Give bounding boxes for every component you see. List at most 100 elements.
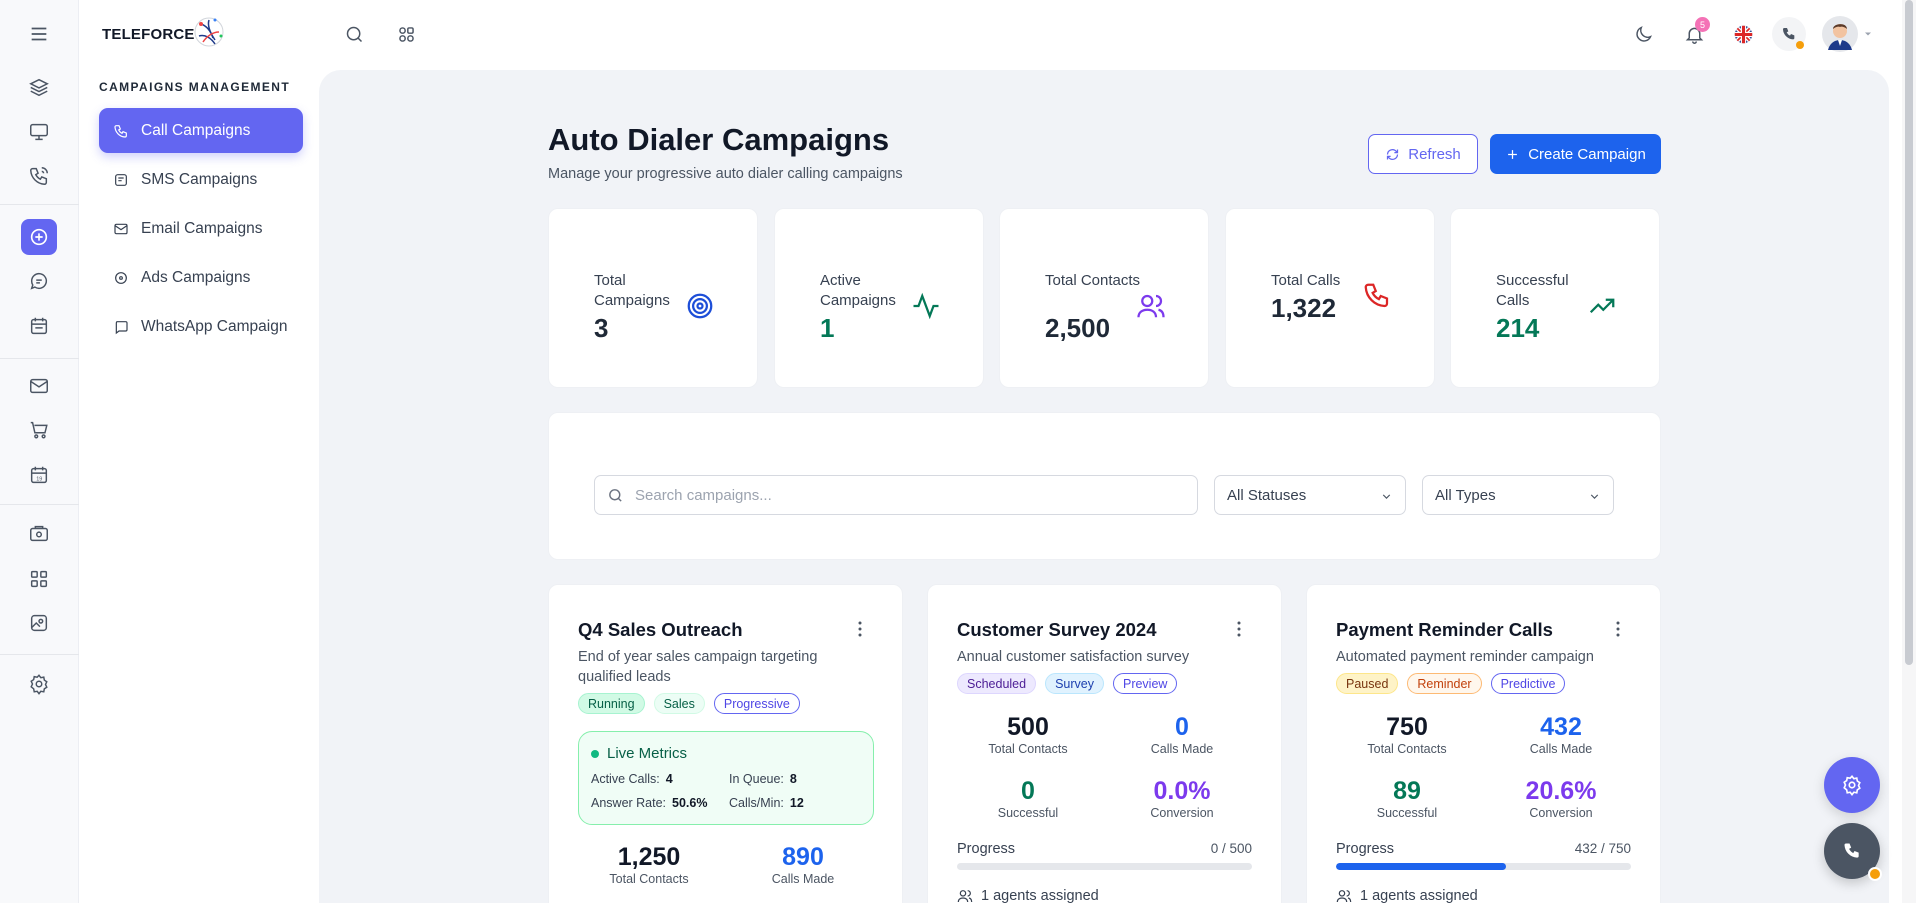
avatar[interactable] [1822, 16, 1858, 52]
status-dot [1868, 867, 1882, 881]
progress-fill [1336, 863, 1506, 870]
total-contacts-metric: 750 Total Contacts [1347, 713, 1467, 756]
agents-assigned: 1 agents assigned [957, 888, 1099, 903]
gear-icon[interactable] [21, 666, 57, 702]
metric-value: 0.0% [1153, 777, 1211, 805]
notification-badge: 5 [1695, 17, 1710, 32]
settings-box-icon[interactable] [21, 516, 57, 552]
sidebar-item-ads-campaigns[interactable]: Ads Campaigns [99, 255, 303, 300]
metric-label: Calls Made [1529, 742, 1593, 756]
search-icon [609, 489, 622, 502]
metric-value: 50.6% [672, 796, 708, 810]
total-contacts-metric: 500 Total Contacts [968, 713, 1088, 756]
sidebar-item-call-campaigns[interactable]: Call Campaigns [99, 108, 303, 153]
campaign-title: Q4 Sales Outreach [578, 619, 743, 640]
layers-icon[interactable] [21, 69, 57, 105]
chat-icon[interactable] [21, 263, 57, 299]
chevron-down-icon[interactable] [1860, 19, 1876, 49]
settings-fab-button[interactable] [1824, 757, 1880, 813]
successful-metric: 0 Successful [968, 777, 1088, 820]
campaign-card[interactable]: Payment Reminder Calls Automated payment… [1306, 584, 1661, 903]
sidebar-item-email-campaigns[interactable]: Email Campaigns [99, 206, 303, 251]
softphone-icon[interactable] [1772, 17, 1806, 51]
search-placeholder: Search campaigns... [635, 486, 772, 504]
status-filter-select[interactable]: All Statuses [1214, 475, 1406, 515]
active-calls-metric: Active Calls: 4 [591, 772, 673, 786]
mail-icon [114, 223, 128, 234]
type-filter-select[interactable]: All Types [1422, 475, 1614, 515]
target-icon[interactable] [21, 219, 57, 255]
calls-made-metric: 0 Calls Made [1122, 713, 1242, 756]
stat-value: 2,500 [1045, 313, 1111, 343]
progress-label: Progress [957, 841, 1016, 857]
live-metrics-title: Live Metrics [591, 745, 687, 762]
stat-card-successful-calls: Successful Calls 214 [1450, 208, 1660, 388]
scrollbar[interactable] [1902, 0, 1916, 903]
successful-metric: 89 Successful [1347, 777, 1467, 820]
monitor-icon[interactable] [21, 114, 57, 150]
dialer-fab-button[interactable] [1824, 823, 1882, 881]
apps-icon[interactable] [391, 19, 421, 49]
activity-icon [913, 292, 939, 320]
metric-label: Successful [1376, 806, 1438, 820]
campaign-card[interactable]: Q4 Sales Outreach End of year sales camp… [548, 584, 903, 903]
sms-icon [115, 173, 127, 186]
brand-logo[interactable]: TELEFORCE [102, 14, 227, 54]
calendar-date-icon[interactable]: 19 [21, 457, 57, 493]
campaign-card[interactable]: Customer Survey 2024 Annual customer sat… [927, 584, 1282, 903]
chevron-down-icon [1382, 494, 1391, 499]
phone-signal-icon[interactable] [21, 158, 57, 194]
icon-rail: 19 [0, 0, 79, 903]
more-options-icon[interactable] [1237, 621, 1241, 637]
campaign-description: Annual customer satisfaction survey [957, 649, 1190, 665]
uk-flag-icon[interactable] [1728, 19, 1758, 49]
cart-icon[interactable] [21, 412, 57, 448]
in-queue-metric: In Queue: 8 [729, 772, 797, 786]
refresh-button[interactable]: Refresh [1368, 134, 1478, 174]
gear-icon [1843, 775, 1861, 796]
metric-value: 8 [789, 772, 797, 786]
stat-label: Total Campaigns [594, 272, 670, 309]
type-filter-value: All Types [1435, 486, 1496, 504]
mail-icon[interactable] [21, 368, 57, 404]
scrollbar-thumb[interactable] [1905, 0, 1913, 665]
stat-card-active-campaigns: Active Campaigns 1 [774, 208, 984, 388]
page-title: Auto Dialer Campaigns [548, 122, 890, 157]
sidebar-item-label: WhatsApp Campaign [141, 317, 288, 335]
dark-mode-icon[interactable] [1628, 19, 1658, 49]
mode-badge: Progressive [713, 693, 800, 714]
users-icon [957, 890, 973, 903]
sidebar-item-whatsapp-campaign[interactable]: WhatsApp Campaign [99, 304, 303, 349]
metric-value: 20.6% [1525, 777, 1597, 805]
filter-card: Search campaigns... All Statuses All Typ… [548, 412, 1661, 560]
search-icon[interactable] [339, 19, 369, 49]
apps-grid-icon[interactable] [21, 561, 57, 597]
sidebar-item-sms-campaigns[interactable]: SMS Campaigns [99, 157, 303, 202]
progress-bar [957, 863, 1252, 870]
status-filter-value: All Statuses [1227, 486, 1307, 504]
stat-value: 1 [820, 313, 835, 343]
notification-bell-icon[interactable]: 5 [1679, 17, 1710, 49]
campaign-tags: Scheduled Survey Preview [957, 673, 1178, 694]
live-metrics-label: Live Metrics [607, 745, 688, 762]
create-campaign-button[interactable]: Create Campaign [1490, 134, 1661, 174]
image-icon[interactable] [21, 605, 57, 641]
more-options-icon[interactable] [858, 621, 862, 637]
metric-value: 4 [665, 772, 673, 786]
brand-logo-mark-icon [194, 17, 224, 47]
metric-value: 890 [782, 843, 824, 871]
mode-badge: Predictive [1490, 673, 1566, 694]
progress-count: 432 / 750 [1574, 841, 1631, 856]
phone-icon [114, 124, 127, 138]
metric-value: 89 [1393, 777, 1421, 805]
menu-icon[interactable] [21, 16, 57, 52]
metric-label: Active Calls: [591, 772, 660, 786]
calendar-icon[interactable] [21, 308, 57, 344]
campaign-description: End of year sales campaign targeting qua… [578, 649, 818, 685]
search-input[interactable]: Search campaigns... [594, 475, 1198, 515]
users-icon [1336, 890, 1352, 903]
metric-label: Calls Made [771, 872, 835, 886]
plus-icon [1508, 149, 1518, 159]
users-icon [1137, 294, 1165, 318]
more-options-icon[interactable] [1616, 621, 1620, 637]
